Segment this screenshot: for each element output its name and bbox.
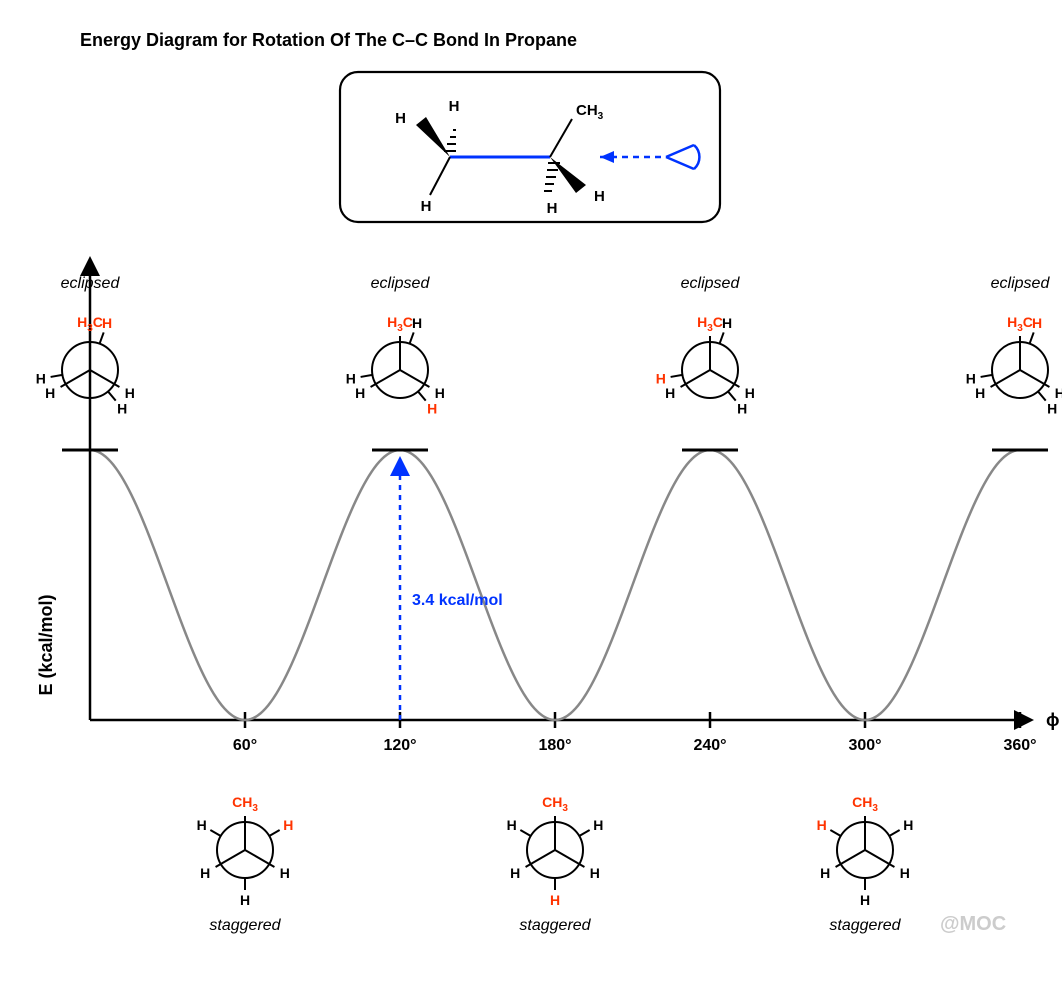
atom-h: H (449, 98, 460, 115)
atom-h: H (903, 817, 913, 833)
atom-h: H (510, 865, 520, 881)
atom-h: H (594, 188, 605, 205)
atom-h: H (860, 892, 870, 908)
newman-projection: H H H CH3 H H (817, 794, 914, 908)
newman-projection: HHHH3CHH (966, 314, 1062, 416)
y-axis-label: E (kcal/mol) (36, 594, 56, 695)
atom-h: H (240, 892, 250, 908)
atom-h: H (820, 865, 830, 881)
x-tick-label: 300° (848, 737, 881, 754)
atom-h: H (435, 385, 445, 401)
conformer-label-eclipsed: eclipsed (371, 275, 431, 292)
newman-projection: HHHH3CHH (36, 314, 135, 416)
atom-ch3: CH3 (232, 794, 258, 814)
conformer-label-staggered: staggered (209, 917, 281, 934)
atom-h: H (45, 385, 55, 401)
barrier-label: 3.4 kcal/mol (412, 592, 503, 609)
atom-h: H (1055, 385, 1062, 401)
x-tick-label: 60° (233, 737, 257, 754)
atom-h: H (1032, 315, 1042, 331)
conformer-label-eclipsed: eclipsed (991, 275, 1051, 292)
eye-icon (666, 145, 699, 169)
atom-h: H (593, 817, 603, 833)
atom-h: H (117, 400, 127, 416)
atom-h: H (507, 817, 517, 833)
conformer-label-eclipsed: eclipsed (681, 275, 741, 292)
newman-projection: H H H CH3 H H (507, 794, 604, 908)
x-tick-label: 240° (693, 737, 726, 754)
conformer-label-staggered: staggered (519, 917, 591, 934)
atom-h: H (547, 200, 558, 217)
atom-ch3: CH3 (542, 794, 568, 814)
atom-h: H (975, 385, 985, 401)
atom-ch3: H3C (1007, 314, 1033, 334)
atom-h: H (200, 865, 210, 881)
atom-h: H (197, 817, 207, 833)
newman-projection: HHHH3CHH (346, 314, 445, 416)
newman-projection: HHHH3CHH (656, 314, 755, 416)
atom-h: H (427, 400, 437, 416)
x-tick-label: 180° (538, 737, 571, 754)
atom-h: H (722, 315, 732, 331)
page-title: Energy Diagram for Rotation Of The C–C B… (80, 30, 577, 50)
atom-h: H (102, 315, 112, 331)
x-axis-label: ϕ (1046, 710, 1060, 730)
newman-projection: H H H CH3 H H (197, 794, 294, 908)
conformer-label-staggered: staggered (829, 917, 901, 934)
atom-h: H (817, 817, 827, 833)
watermark: @MOC (940, 913, 1006, 935)
atom-h: H (550, 892, 560, 908)
atom-h: H (1047, 400, 1057, 416)
x-tick-label: 360° (1003, 737, 1036, 754)
atom-h: H (355, 385, 365, 401)
atom-h: H (421, 198, 432, 215)
atom-h: H (590, 865, 600, 881)
atom-h: H (745, 385, 755, 401)
energy-curve (90, 450, 1020, 720)
atom-ch3: H3C (387, 314, 413, 334)
atom-h: H (125, 385, 135, 401)
atom-ch3: CH3 (852, 794, 878, 814)
atom-h: H (280, 865, 290, 881)
header-sawhorse-box (340, 72, 720, 222)
atom-h: H (395, 110, 406, 127)
atom-ch3: CH3 (576, 102, 604, 122)
energy-diagram: Energy Diagram for Rotation Of The C–C B… (0, 0, 1062, 990)
atom-ch3: H3C (697, 314, 723, 334)
conformer-label-eclipsed: eclipsed (61, 275, 121, 292)
x-tick-label: 120° (383, 737, 416, 754)
atom-h: H (412, 315, 422, 331)
atom-h: H (900, 865, 910, 881)
atom-h: H (665, 385, 675, 401)
atom-h: H (737, 400, 747, 416)
atom-h: H (283, 817, 293, 833)
